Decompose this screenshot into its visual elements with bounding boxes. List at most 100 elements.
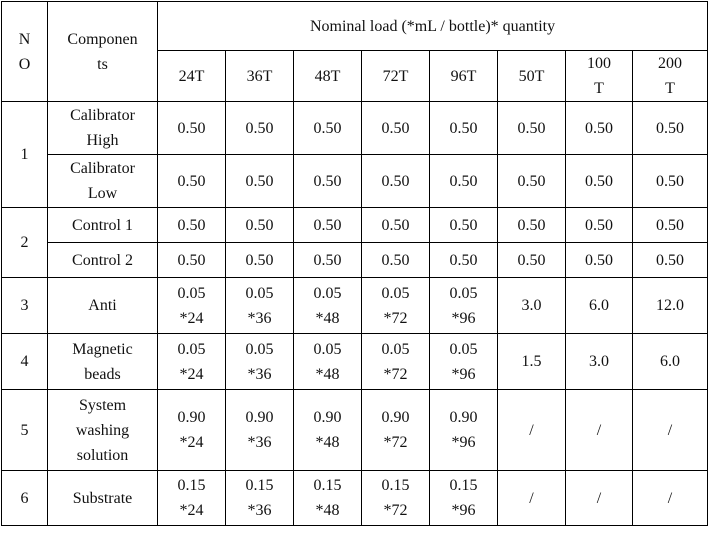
table-cell: 0.50 bbox=[361, 101, 430, 155]
header-size: 100 T bbox=[565, 50, 633, 102]
table-cell: 0.05 *24 bbox=[157, 277, 226, 334]
table-cell: 0.15 *48 bbox=[293, 470, 362, 526]
table-cell: / bbox=[497, 470, 566, 526]
table-cell: 0.05 *72 bbox=[361, 333, 430, 390]
header-nominal-load: Nominal load (*mL / bottle)* quantity bbox=[156, 1, 708, 51]
table-cell: / bbox=[565, 389, 633, 471]
table-cell: 0.15 *24 bbox=[157, 470, 226, 526]
row-number: 4 bbox=[1, 333, 48, 390]
table-cell: 0.50 bbox=[631, 207, 708, 243]
table-cell: 0.05 *72 bbox=[361, 277, 430, 334]
header-row-2: 24T 36T 48T 72T 96T 50T 100 T 200 T bbox=[2, 50, 708, 102]
table-cell: 0.50 bbox=[361, 154, 430, 208]
table-cell: 0.50 bbox=[225, 207, 294, 243]
table-cell: 0.50 bbox=[631, 154, 708, 208]
header-size: 24T bbox=[157, 50, 226, 102]
table-cell: 0.50 bbox=[429, 154, 498, 208]
table-cell: 0.05 *48 bbox=[293, 277, 362, 334]
table-cell: 0.50 bbox=[565, 154, 633, 208]
header-size: 36T bbox=[225, 50, 294, 102]
header-size: 50T bbox=[497, 50, 566, 102]
header-no: N O bbox=[1, 1, 48, 102]
table-cell: 0.50 bbox=[361, 207, 430, 243]
header-size: 48T bbox=[293, 50, 362, 102]
table-cell: 0.50 bbox=[293, 207, 362, 243]
table-cell: 0.50 bbox=[293, 154, 362, 208]
row-number: 3 bbox=[1, 277, 48, 334]
table-cell: 0.90 *96 bbox=[429, 389, 498, 471]
table-cell: 0.50 bbox=[631, 242, 708, 278]
table-cell: 3.0 bbox=[565, 333, 633, 390]
table-row: 6 Substrate 0.15 *24 0.15 *36 0.15 *48 0… bbox=[1, 470, 708, 526]
component-name: Control 1 bbox=[47, 207, 158, 243]
table-cell: / bbox=[631, 470, 708, 526]
table-cell: 0.50 bbox=[225, 154, 294, 208]
table-cell: 0.50 bbox=[497, 207, 566, 243]
table-cell: 0.50 bbox=[157, 101, 226, 155]
table-cell: 0.90 *24 bbox=[157, 389, 226, 471]
table-cell: 0.50 bbox=[429, 242, 498, 278]
header-row-1: N O Componen ts Nominal load (*mL / bott… bbox=[1, 1, 708, 102]
table-cell: 0.50 bbox=[565, 242, 633, 278]
table-cell: 0.50 bbox=[565, 207, 633, 243]
table-row: Calibrator Low 0.50 0.50 0.50 0.50 0.50 … bbox=[2, 154, 708, 208]
table-cell: 0.50 bbox=[225, 242, 294, 278]
component-name: Magnetic beads bbox=[47, 333, 158, 390]
table-cell: 0.90 *72 bbox=[361, 389, 430, 471]
table-row: 4 Magnetic beads 0.05 *24 0.05 *36 0.05 … bbox=[1, 333, 708, 390]
table-cell: 6.0 bbox=[631, 333, 708, 390]
table-row: 1 Calibrator High 0.50 0.50 0.50 0.50 0.… bbox=[1, 101, 708, 208]
table-cell: 0.50 bbox=[157, 154, 226, 208]
table-row: 5 System washing solution 0.90 *24 0.90 … bbox=[1, 389, 708, 471]
header-size: 200 T bbox=[631, 50, 708, 102]
table-cell: 0.15 *96 bbox=[429, 470, 498, 526]
table-cell: / bbox=[565, 470, 633, 526]
table-cell: 0.50 bbox=[157, 207, 226, 243]
table-row: 3 Anti 0.05 *24 0.05 *36 0.05 *48 0.05 *… bbox=[1, 277, 708, 334]
table-cell: 0.50 bbox=[497, 154, 566, 208]
component-name: Calibrator High bbox=[47, 101, 158, 155]
component-name: Substrate bbox=[47, 470, 158, 526]
table-cell: 0.50 bbox=[429, 101, 498, 155]
component-name: Control 2 bbox=[47, 242, 158, 278]
table-cell: / bbox=[631, 389, 708, 471]
table-cell: / bbox=[497, 389, 566, 471]
table-cell: 0.50 bbox=[293, 101, 362, 155]
table-cell: 3.0 bbox=[497, 277, 566, 334]
table-cell: 0.05 *96 bbox=[429, 277, 498, 334]
table-cell: 0.05 *36 bbox=[225, 277, 294, 334]
table-cell: 0.05 *48 bbox=[293, 333, 362, 390]
row-number: 2 bbox=[1, 207, 48, 278]
table-row: 2 Control 1 0.50 0.50 0.50 0.50 0.50 0.5… bbox=[1, 207, 708, 278]
header-component: Componen ts bbox=[47, 1, 158, 102]
row-number: 5 bbox=[1, 389, 48, 471]
table-cell: 0.15 *36 bbox=[225, 470, 294, 526]
table-cell: 0.90 *36 bbox=[225, 389, 294, 471]
table-cell: 0.50 bbox=[293, 242, 362, 278]
table-cell: 0.50 bbox=[225, 101, 294, 155]
table-cell: 0.50 bbox=[631, 101, 708, 155]
table-cell: 1.5 bbox=[497, 333, 566, 390]
table-cell: 6.0 bbox=[565, 277, 633, 334]
table-cell: 0.05 *96 bbox=[429, 333, 498, 390]
table-cell: 0.90 *48 bbox=[293, 389, 362, 471]
table-cell: 0.50 bbox=[361, 242, 430, 278]
table-cell: 0.15 *72 bbox=[361, 470, 430, 526]
table-cell: 12.0 bbox=[631, 277, 708, 334]
table-cell: 0.05 *36 bbox=[225, 333, 294, 390]
table-cell: 0.50 bbox=[497, 101, 566, 155]
component-name: Anti bbox=[47, 277, 158, 334]
header-size: 72T bbox=[361, 50, 430, 102]
table-cell: 0.50 bbox=[497, 242, 566, 278]
row-number: 1 bbox=[1, 101, 48, 208]
table-row: Control 2 0.50 0.50 0.50 0.50 0.50 0.50 … bbox=[2, 242, 708, 278]
component-name: System washing solution bbox=[47, 389, 158, 471]
header-size: 96T bbox=[429, 50, 498, 102]
table-cell: 0.50 bbox=[429, 207, 498, 243]
table-cell: 0.50 bbox=[565, 101, 633, 155]
table-cell: 0.50 bbox=[157, 242, 226, 278]
table-cell: 0.05 *24 bbox=[157, 333, 226, 390]
row-number: 6 bbox=[1, 470, 48, 526]
component-name: Calibrator Low bbox=[47, 154, 158, 208]
